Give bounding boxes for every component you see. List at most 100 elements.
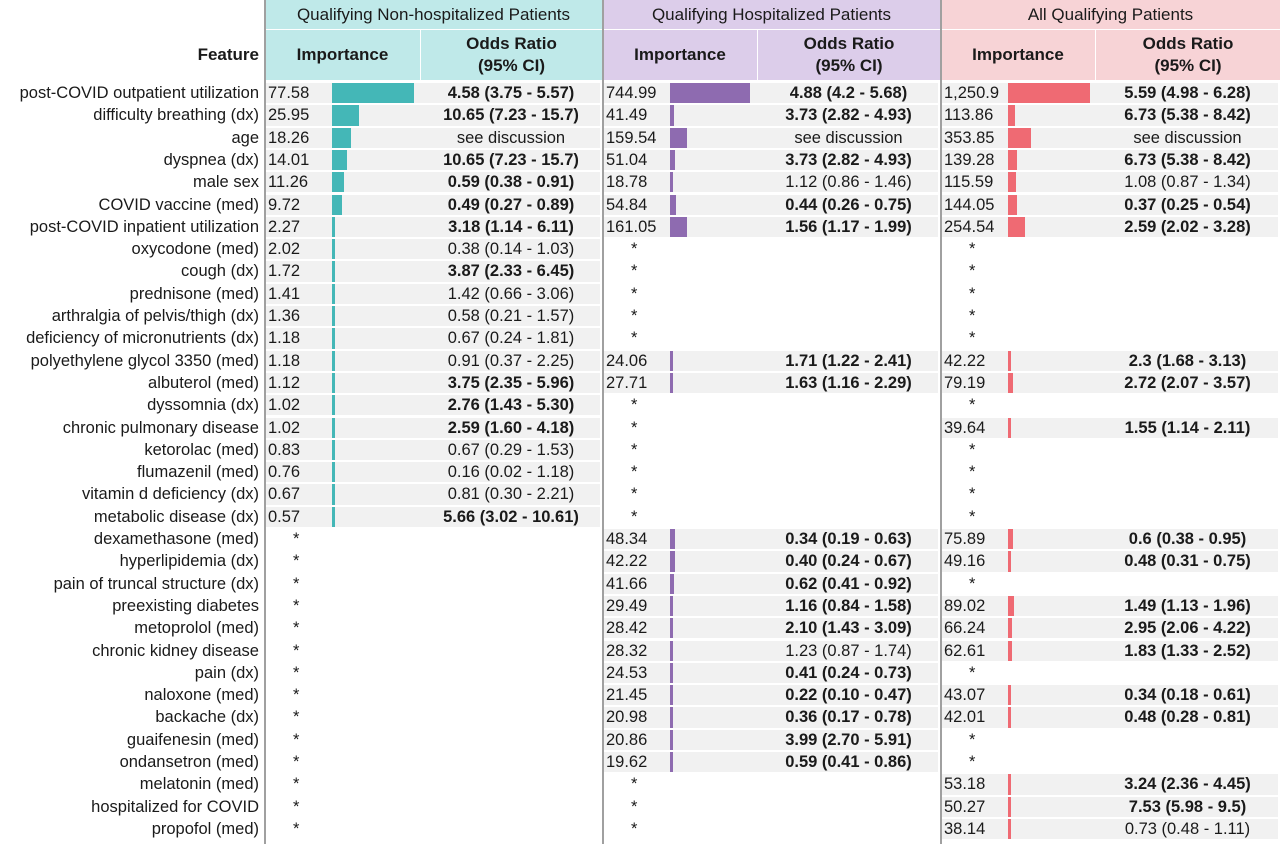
odds-ratio-header-hosp: Odds Ratio (95% CI) — [758, 30, 940, 80]
row-background — [604, 350, 938, 371]
feature-label: metabolic disease (dx) — [93, 507, 259, 526]
odds-ratio-value: 4.88 (4.2 - 5.68) — [789, 84, 908, 102]
odds-ratio-value: 0.16 (0.02 - 1.18) — [447, 463, 575, 482]
importance-value: 62.61 — [944, 641, 986, 660]
group-separator — [940, 0, 942, 844]
missing-marker: * — [969, 396, 976, 415]
feature-label: propofol (med) — [151, 819, 259, 838]
odds-ratio-header-all: Odds Ratio (95% CI) — [1096, 30, 1280, 80]
importance-bar — [332, 83, 414, 104]
importance-bar — [1008, 818, 1011, 840]
missing-marker: * — [969, 574, 976, 593]
importance-value: 0.76 — [268, 463, 301, 482]
importance-bar — [332, 372, 335, 394]
row-background — [942, 216, 1278, 238]
missing-marker: * — [293, 530, 300, 548]
importance-bar — [332, 216, 335, 238]
odds-ratio-value: 3.99 (2.70 - 5.91) — [785, 730, 912, 749]
importance-bar — [332, 239, 335, 260]
missing-marker: * — [969, 262, 976, 281]
row-background — [604, 685, 938, 706]
missing-marker: * — [631, 307, 638, 325]
importance-value: 42.22 — [944, 351, 986, 370]
feature-label: pain of truncal structure (dx) — [53, 574, 259, 593]
odds-ratio-value: 4.58 (3.75 - 5.57) — [447, 84, 575, 102]
importance-value: 53.18 — [944, 775, 986, 794]
row-background — [942, 595, 1278, 617]
importance-bar — [1008, 640, 1013, 661]
importance-value: 1,250.9 — [944, 84, 1000, 102]
importance-bar — [332, 328, 335, 349]
row-background — [942, 529, 1278, 550]
feature-header: Feature — [197, 44, 259, 64]
importance-value: 144.05 — [944, 195, 995, 214]
missing-marker: * — [293, 819, 300, 838]
feature-label: guaifenesin (med) — [126, 730, 259, 749]
missing-marker: * — [969, 329, 976, 348]
importance-bar — [1008, 127, 1032, 148]
group-separator — [264, 0, 266, 844]
importance-value: 353.85 — [944, 128, 995, 147]
feature-label: post-COVID inpatient utilization — [29, 217, 259, 236]
importance-bar — [670, 83, 750, 104]
odds-ratio-value: 0.49 (0.27 - 0.89) — [447, 195, 575, 214]
importance-bar — [670, 729, 673, 750]
missing-marker: * — [631, 485, 638, 504]
missing-marker: * — [631, 775, 638, 794]
feature-label: ketorolac (med) — [144, 440, 259, 459]
feature-label: age — [231, 128, 259, 147]
importance-value: 42.01 — [944, 708, 986, 727]
missing-marker: * — [631, 440, 638, 459]
odds-ratio-value: 2.95 (2.06 - 4.22) — [1124, 619, 1251, 638]
importance-value: 43.07 — [944, 686, 986, 705]
feature-label: preexisting diabetes — [112, 596, 259, 615]
row-background — [266, 372, 600, 394]
row-background — [604, 149, 938, 171]
feature-label: difficulty breathing (dx) — [93, 106, 259, 125]
importance-bar — [332, 127, 352, 148]
importance-value: 42.22 — [606, 552, 648, 571]
missing-marker: * — [631, 797, 638, 816]
importance-value: 24.53 — [606, 663, 648, 682]
importance-value: 28.32 — [606, 641, 648, 660]
missing-marker: * — [293, 596, 300, 615]
feature-label: dyspnea (dx) — [163, 150, 259, 169]
importance-value: 11.26 — [268, 173, 309, 192]
row-background — [942, 149, 1278, 171]
importance-bar — [332, 462, 335, 483]
feature-label: polyethylene glycol 3350 (med) — [30, 351, 259, 370]
row-background — [942, 796, 1278, 817]
importance-bar — [1008, 417, 1011, 438]
row-background — [942, 707, 1278, 728]
odds-ratio-value: 0.41 (0.24 - 0.73) — [785, 663, 912, 682]
row-background — [604, 618, 938, 639]
importance-header-nonhosp: Importance — [265, 30, 420, 80]
row-background — [604, 172, 938, 193]
odds-ratio-value: 0.38 (0.14 - 1.03) — [447, 240, 575, 259]
row-background — [942, 551, 1278, 572]
importance-bar — [670, 752, 673, 773]
missing-marker: * — [969, 753, 976, 771]
row-background — [266, 239, 600, 260]
row-background — [942, 774, 1278, 795]
importance-bar — [332, 350, 335, 371]
missing-marker: * — [293, 641, 300, 660]
importance-value: 21.45 — [606, 686, 648, 705]
importance-bar — [1008, 595, 1014, 617]
missing-marker: * — [293, 619, 300, 638]
feature-label: post-COVID outpatient utilization — [19, 84, 259, 102]
importance-value: 1.02 — [268, 418, 301, 437]
odds-ratio-value: 1.16 (0.84 - 1.58) — [785, 596, 912, 615]
importance-value: 1.12 — [268, 373, 301, 392]
importance-bar — [1008, 149, 1018, 171]
importance-value: 0.57 — [268, 507, 301, 526]
feature-label: arthralgia of pelvis/thigh (dx) — [51, 307, 259, 325]
odds-ratio-value: 0.48 (0.28 - 0.81) — [1124, 708, 1251, 727]
missing-marker: * — [631, 396, 638, 415]
missing-marker: * — [969, 440, 976, 459]
row-background — [266, 216, 600, 238]
importance-value: 51.04 — [606, 150, 648, 169]
row-background — [604, 105, 938, 126]
importance-value: 20.98 — [606, 708, 648, 727]
missing-marker: * — [293, 775, 300, 794]
